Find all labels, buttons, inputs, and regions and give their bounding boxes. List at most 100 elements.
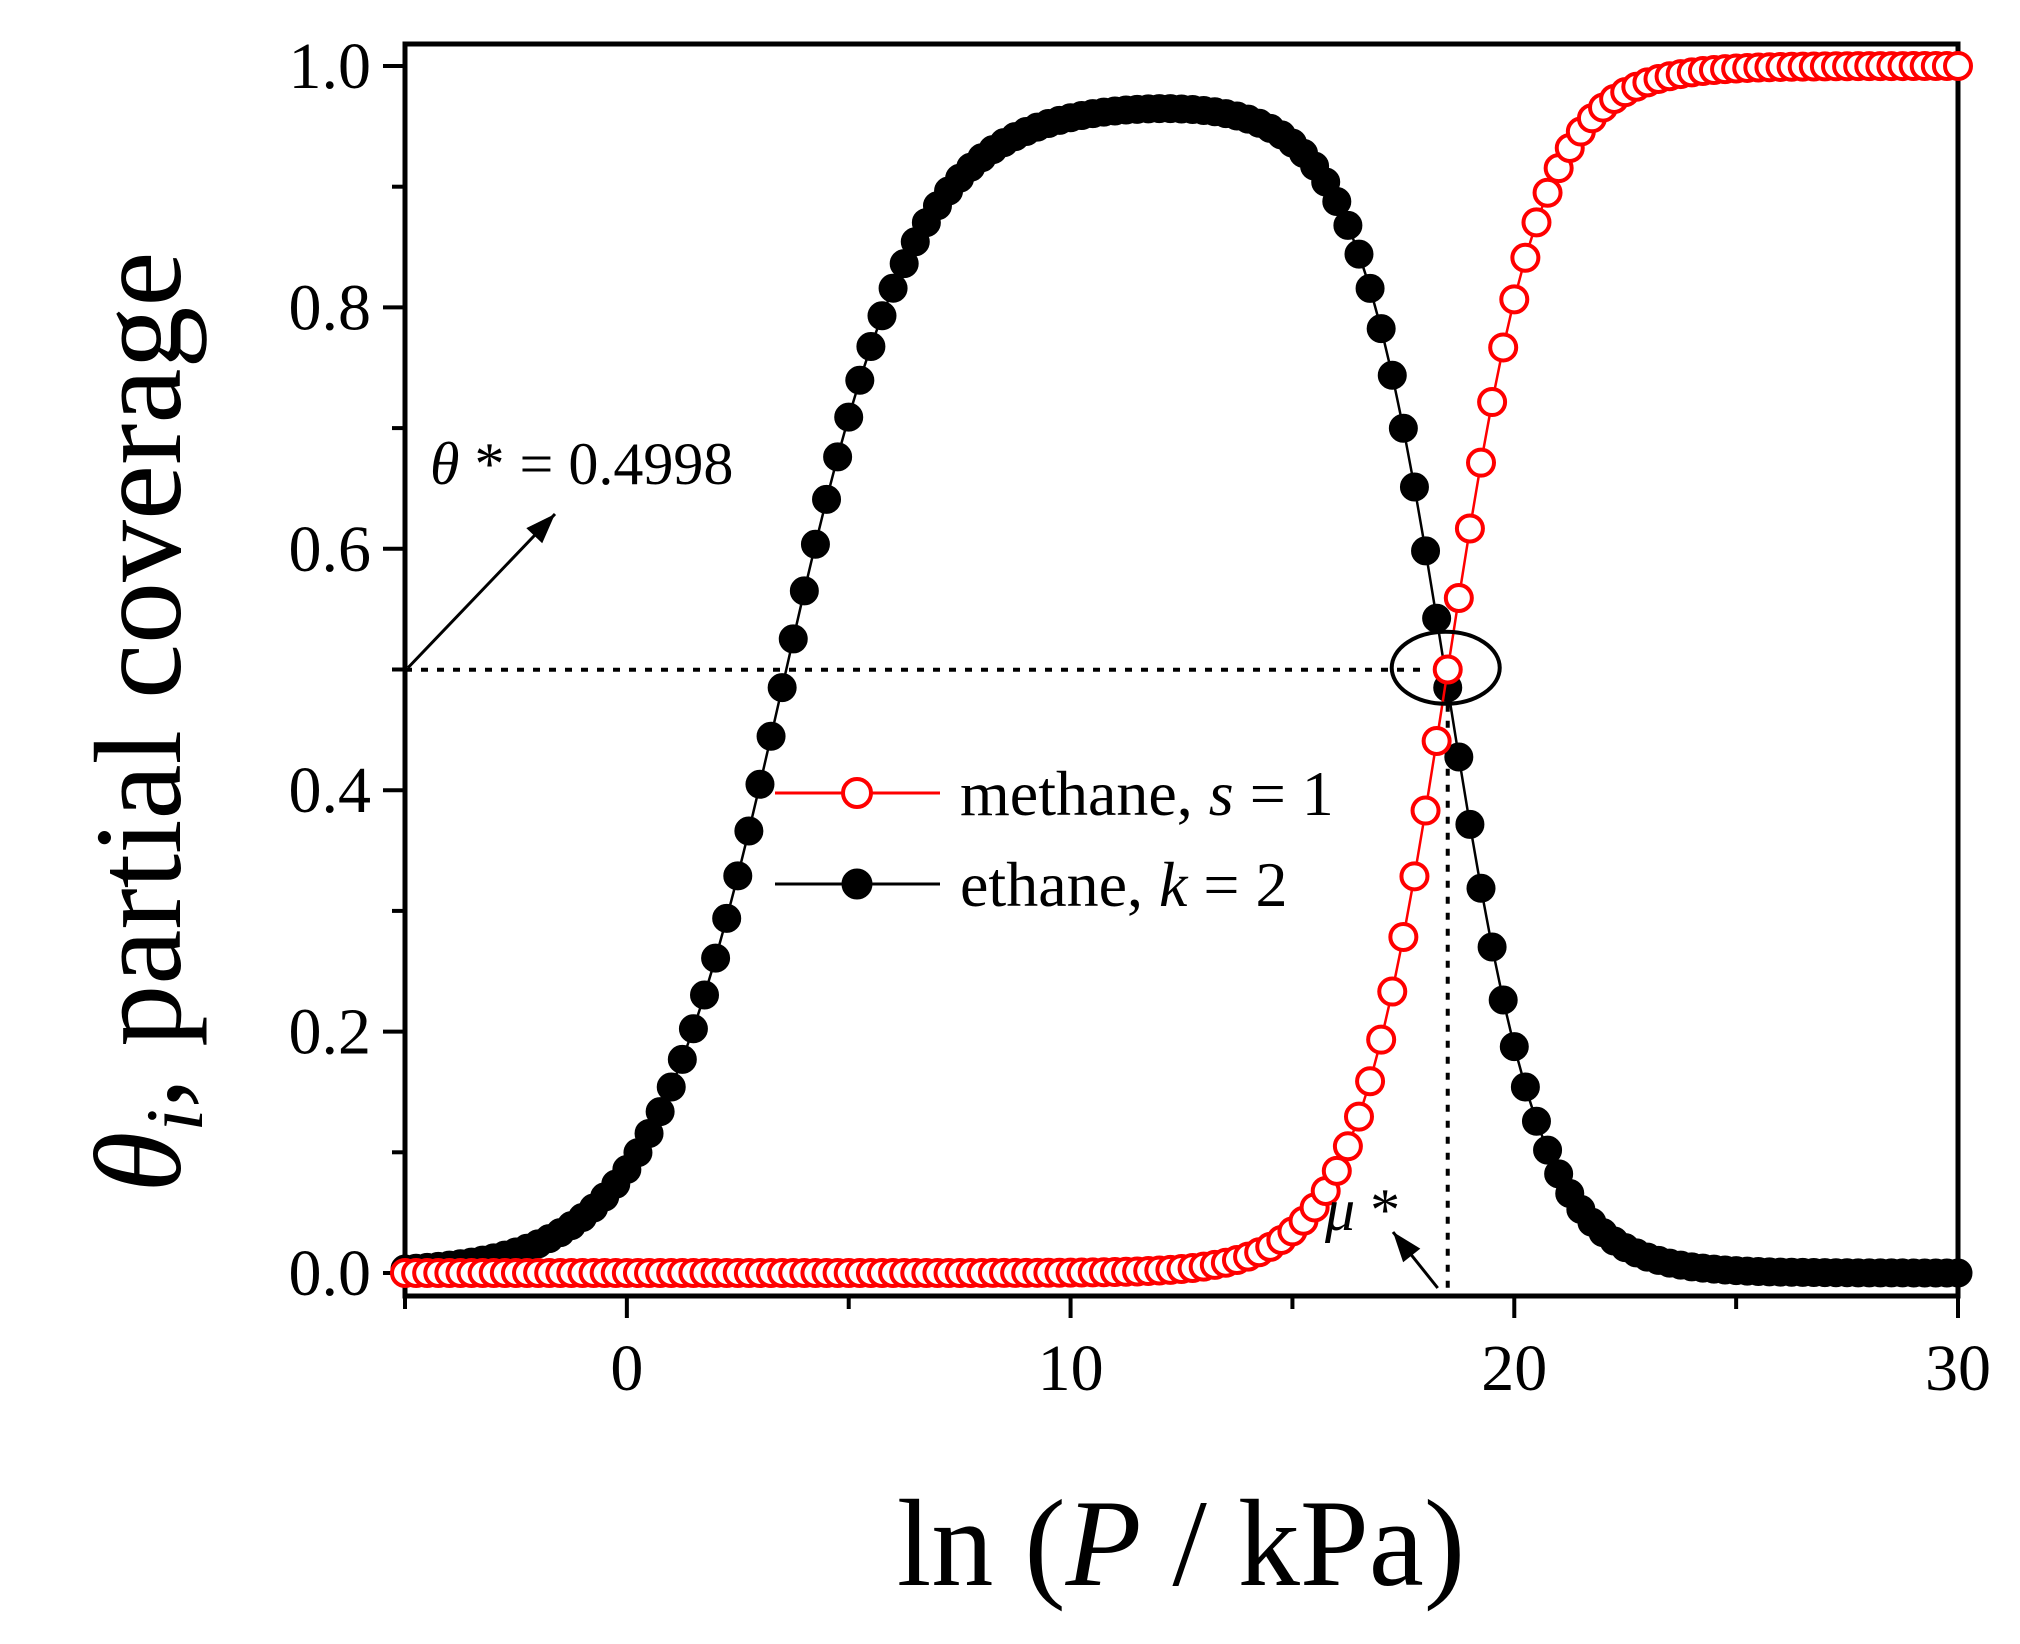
methane-point: [1343, 1101, 1374, 1132]
legend-methane-marker: [841, 777, 873, 809]
ethane-point: [1366, 314, 1396, 344]
ethane-point: [1411, 536, 1441, 566]
ethane-point: [834, 402, 864, 432]
series-ethane-line: [404, 107, 1959, 1275]
ethane-point: [789, 576, 819, 606]
methane-point: [1432, 654, 1463, 685]
x-tick-label: 20: [1481, 1332, 1547, 1405]
legend-methane-label: methane, s = 1: [960, 758, 1334, 829]
methane-point: [1421, 726, 1452, 757]
ethane-point: [878, 273, 908, 303]
mu-star-label: μ *: [1324, 1177, 1400, 1243]
theta-star-label: θ * = 0.4998: [430, 431, 733, 497]
ethane-point: [678, 1014, 708, 1044]
ethane-point: [690, 980, 720, 1010]
ethane-point: [867, 301, 897, 331]
y-axis-title-var: θ: [70, 1132, 207, 1193]
y-tick-label: 0.6: [289, 513, 372, 586]
ethane-point: [756, 721, 786, 751]
methane-point: [1510, 242, 1541, 273]
y-axis-title: θi, partial coverage: [70, 252, 220, 1193]
ticks: [383, 64, 1960, 1318]
ethane-point: [823, 442, 853, 472]
ethane-point: [1477, 932, 1507, 962]
x-tick-label: 30: [1925, 1332, 1991, 1405]
mu-star-var: μ: [1324, 1177, 1355, 1243]
legend-methane-name: methane,: [960, 758, 1209, 829]
legend-methane-var: s: [1209, 758, 1234, 829]
ethane-point: [1333, 210, 1363, 240]
ethane-point: [1943, 1258, 1973, 1288]
ethane-point: [1377, 360, 1407, 390]
legend-methane-rest: = 1: [1234, 758, 1334, 829]
ethane-point: [1499, 1032, 1529, 1062]
guide-lines: [405, 667, 1450, 1296]
methane-point: [1454, 513, 1485, 544]
ethane-point: [656, 1072, 686, 1102]
ethane-point: [1455, 809, 1485, 839]
mu-star-arrow-head: [1393, 1232, 1421, 1263]
theta-star-arrow-shaft: [406, 512, 557, 669]
tick-labels: 0 10 20 30 0.0 0.2 0.4 0.6 0.8 1.0: [289, 30, 1992, 1405]
plot-frame: [402, 41, 1961, 1299]
methane-point: [1377, 976, 1408, 1007]
y-axis-title-sub: i: [129, 1109, 220, 1132]
methane-point: [1443, 582, 1474, 613]
legend: methane, s = 1 ethane, k = 2: [775, 758, 1334, 920]
ethane-point: [845, 365, 875, 395]
legend-ethane-label: ethane, k = 2: [960, 849, 1288, 920]
methane-point: [1321, 1155, 1352, 1186]
y-tick-label: 0.0: [289, 1237, 372, 1310]
ethane-point: [745, 769, 775, 799]
y-tick-label: 0.4: [289, 754, 372, 827]
ethane-point: [734, 816, 764, 846]
methane-point: [1399, 861, 1430, 892]
legend-ethane-var: k: [1159, 849, 1189, 920]
ethane-point: [712, 903, 742, 933]
ethane-point: [1444, 742, 1474, 772]
x-axis-title-suffix: / kPa): [1141, 1475, 1465, 1612]
theta-star-rest: * = 0.4998: [459, 431, 733, 497]
ethane-point: [1422, 603, 1452, 633]
y-tick-label: 0.8: [289, 271, 372, 344]
methane-point: [1532, 177, 1563, 208]
ethane-point: [767, 673, 797, 703]
ethane-point: [1355, 273, 1385, 303]
methane-point: [1355, 1066, 1386, 1097]
ethane-point: [1388, 413, 1418, 443]
legend-ethane-marker: [841, 868, 873, 900]
methane-point: [1477, 387, 1508, 418]
ethane-point: [856, 331, 886, 361]
ethane-point: [701, 943, 731, 973]
methane-point: [1410, 795, 1441, 826]
x-axis-title-var: P: [1065, 1475, 1142, 1612]
methane-point: [1366, 1024, 1397, 1055]
ethane-point: [778, 624, 808, 654]
x-axis-title: ln (P / kPa): [897, 1475, 1465, 1612]
ethane-point: [645, 1097, 675, 1127]
theta-star-var: θ: [430, 431, 459, 497]
ethane-point: [1521, 1106, 1551, 1136]
y-tick-label: 0.2: [289, 996, 372, 1069]
series-ethane: [390, 94, 1973, 1288]
ethane-point: [1322, 187, 1352, 217]
ethane-point: [723, 861, 753, 891]
ethane-point: [667, 1044, 697, 1074]
x-axis-title-prefix: ln (: [897, 1475, 1066, 1612]
x-tick-label: 10: [1038, 1332, 1104, 1405]
methane-point: [1388, 921, 1419, 952]
y-axis-title-suffix: , partial coverage: [70, 252, 207, 1109]
ethane-point: [1466, 873, 1496, 903]
annotations: [406, 512, 1502, 1289]
mu-star-rest: *: [1355, 1177, 1400, 1243]
x-tick-label: 0: [610, 1332, 643, 1405]
series-methane-line: [405, 64, 1959, 1275]
ethane-point: [1533, 1135, 1563, 1165]
y-tick-label: 1.0: [289, 30, 372, 103]
ethane-point: [800, 529, 830, 559]
intersection-ellipse: [1389, 629, 1502, 706]
ethane-point: [1344, 239, 1374, 269]
methane-point: [1499, 284, 1530, 315]
methane-point: [1466, 447, 1497, 478]
